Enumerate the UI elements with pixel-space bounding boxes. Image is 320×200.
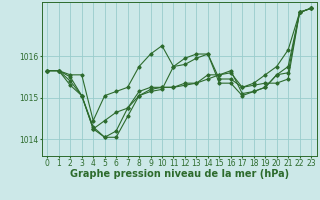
X-axis label: Graphe pression niveau de la mer (hPa): Graphe pression niveau de la mer (hPa) <box>70 169 289 179</box>
